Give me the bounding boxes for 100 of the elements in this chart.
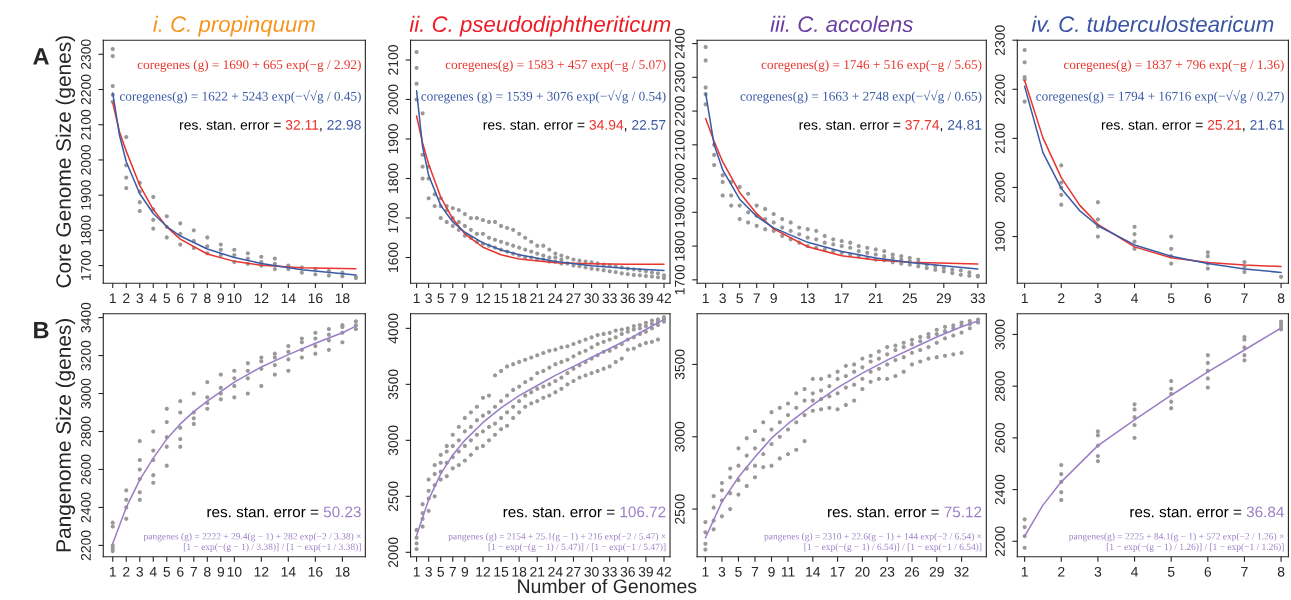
annotation: res. stan. error = (503, 507, 615, 518)
x-tick-label: 36 (620, 566, 635, 577)
x-tick-label: 25 (902, 293, 917, 304)
x-tick-label: 3 (136, 566, 144, 577)
y-tick-label: 1900 (674, 197, 685, 227)
x-tick-label: 42 (656, 566, 672, 577)
x-tick-label: 1 (1021, 567, 1028, 577)
y-tick-label: 2100 (995, 123, 1005, 154)
x-tick-label: 39 (638, 566, 653, 577)
annotation: coregenes(g) = 1663 + 2748 exp(−√√g / 0.65) (740, 90, 982, 104)
x-tick-label: 33 (970, 293, 985, 304)
x-tick-label: 27 (566, 566, 581, 577)
x-tick-label: 9 (217, 566, 225, 577)
annotation: res. stan. error = (483, 120, 585, 130)
x-tick-label: 14 (281, 293, 296, 303)
x-tick-label: 5 (163, 567, 171, 577)
y-axis-title: Pangenome Size (genes) (55, 319, 76, 552)
y-tick-label: 2100 (674, 129, 685, 160)
x-tick-label: 18 (335, 293, 350, 304)
x-tick-label: 2 (1058, 293, 1065, 303)
x-tick-label: 32 (954, 566, 969, 577)
x-tick-label: 7 (1241, 567, 1248, 577)
x-tick-label: 15 (494, 567, 509, 577)
x-tick-label: 8 (204, 566, 211, 577)
x-tick-label: 3 (425, 566, 432, 577)
annotation: res. stan. error = (799, 120, 901, 130)
x-tick-label: 2 (123, 566, 130, 577)
x-tick-label: 33 (602, 566, 617, 577)
x-tick-label: 12 (476, 293, 490, 303)
x-tick-label: 9 (461, 566, 469, 577)
annotation: 106.72 (620, 506, 666, 518)
y-tick-label: 2200 (674, 96, 685, 126)
x-tick-label: 9 (217, 293, 225, 304)
y-tick-label: 2000 (80, 145, 91, 175)
x-tick-label: 42 (656, 293, 672, 303)
x-tick-label: 30 (584, 293, 599, 304)
annotation: , (1243, 128, 1245, 132)
annotation: coregenes(g) = 1583 + 457 exp(−g / 5.07) (445, 59, 666, 72)
x-tick-label: 3 (1094, 566, 1102, 577)
x-tick-label: 4 (1131, 293, 1138, 303)
chart-title: iii. C. accolens (770, 15, 913, 33)
annotation: 37.74 (905, 119, 940, 130)
x-tick-label: 3 (718, 566, 726, 577)
x-tick-label: 6 (1204, 293, 1212, 304)
y-tick-label: 3000 (995, 319, 1005, 350)
x-tick-label: 7 (449, 567, 456, 577)
annotation: res. stan. error = (1130, 507, 1242, 518)
annotation: 50.23 (323, 506, 361, 518)
chart-title: ii. C. pseudodiphtheriticum (409, 15, 671, 37)
y-tick-label: 2600 (995, 422, 1005, 453)
annotation: pangenes(g) = 2225 + 84.1(g − 1) + 572 exp(−2 / 1.26) × [1 − exp(−(g − 1) / 1.26)] / [1 − exp(−1 / 1.26)] (1068, 532, 1284, 552)
x-tick-label: 27 (566, 293, 581, 303)
annotation: , (320, 128, 322, 132)
x-tick-label: 11 (781, 567, 795, 577)
y-tick-label: 1800 (674, 231, 685, 261)
annotation: res. stan. error = (180, 120, 281, 130)
x-tick-label: 14 (806, 567, 821, 577)
annotation: res. stan. error = (207, 507, 319, 518)
text: A (33, 48, 49, 65)
chart-title: iv. C. tuberculostearicum (1031, 15, 1274, 33)
x-tick-label: 5 (1167, 567, 1175, 577)
text: B (34, 321, 49, 339)
y-tick-label: 2400 (80, 492, 91, 523)
x-tick-label: 21 (868, 293, 883, 303)
y-tick-label: 2600 (80, 454, 91, 485)
x-tick-label: 4 (1131, 567, 1138, 577)
y-tick-label: 2800 (995, 371, 1005, 401)
x-tick-label: 5 (735, 567, 742, 577)
x-tick-label: 7 (751, 567, 759, 577)
x-tick-label: 7 (753, 293, 760, 303)
x-tick-label: 24 (548, 566, 563, 577)
x-tick-label: 15 (494, 293, 509, 304)
x-tick-label: 29 (936, 293, 951, 304)
y-tick-label: 2400 (674, 28, 685, 59)
y-tick-label: 1600 (388, 242, 399, 272)
annotation: , (940, 128, 943, 132)
x-tick-label: 7 (190, 567, 197, 577)
y-tick-label: 1700 (80, 250, 91, 280)
annotation: pangenes (g) = 2310 + 22.6(g − 1) + 144 exp(−2 / 6.54) × [1 − exp(−(g − 1) / 6.54)] / [1 − exp(−1 / 6.54)] (764, 532, 982, 552)
y-tick-label: 1900 (995, 221, 1005, 251)
x-tick-label: 5 (736, 293, 743, 304)
y-tick-label: 4000 (388, 313, 399, 344)
annotation: res. stan. error = (1101, 120, 1203, 130)
x-tick-label: 30 (584, 566, 599, 577)
y-tick-label: 2300 (80, 39, 91, 70)
x-tick-label: 6 (177, 566, 184, 577)
annotation: coregenes (g) = 1539 + 3076 exp(−√√g / 0.54) (421, 90, 666, 104)
annotation: coregenes (g) = 1690 + 665 exp(−g / 2.92) (137, 59, 361, 72)
y-tick-label: 2300 (674, 62, 685, 93)
y-tick-label: 2300 (995, 25, 1005, 55)
x-tick-label: 16 (308, 566, 323, 577)
y-tick-label: 2400 (995, 474, 1005, 505)
y-axis-title: Core Genome Size (genes) (55, 36, 76, 288)
x-tick-label: 1 (413, 567, 420, 577)
annotation: 25.21 (1207, 119, 1242, 130)
x-tick-label: 8 (204, 293, 211, 304)
annotation: 22.98 (327, 119, 361, 130)
annotation: 32.11 (285, 119, 319, 130)
x-tick-label: 33 (602, 293, 617, 304)
y-tick-label: 3000 (674, 421, 685, 452)
